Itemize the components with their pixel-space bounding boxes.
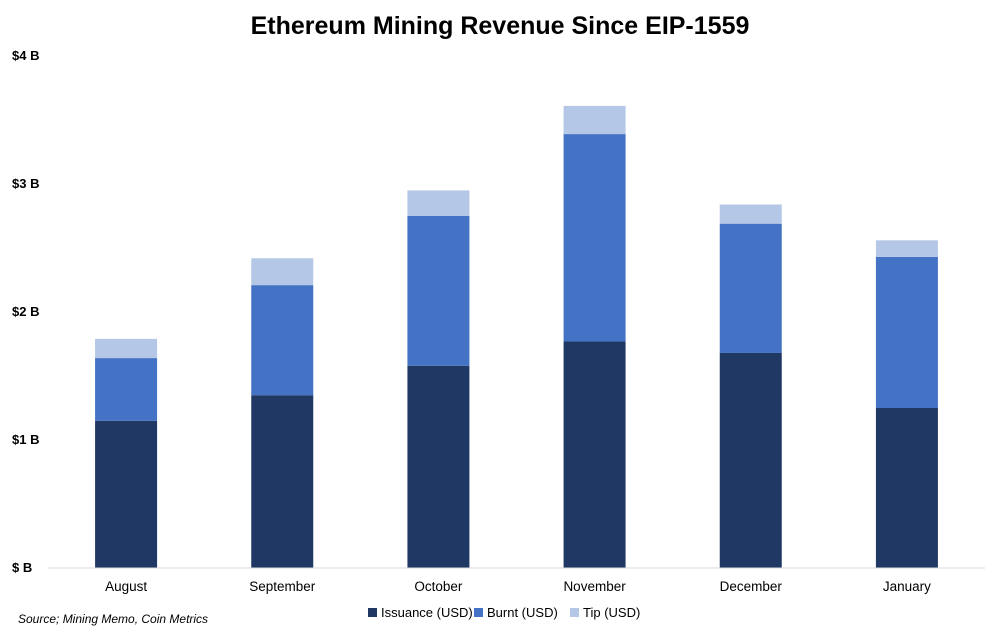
- bar-segment: [875, 408, 938, 568]
- bar-segment: [407, 365, 470, 568]
- bar-segment: [719, 352, 782, 568]
- bar-segment: [251, 258, 314, 286]
- x-tick-label: January: [883, 579, 931, 594]
- y-tick-label: $3 B: [12, 176, 39, 191]
- bar-segment: [251, 395, 314, 568]
- y-axis: $ B $1 B $2 B $3 B $4 B: [12, 48, 39, 575]
- bar-segment: [719, 204, 782, 224]
- bar-segment: [563, 341, 626, 568]
- chart-title: Ethereum Mining Revenue Since EIP-1559: [251, 12, 750, 40]
- y-tick-label: $ B: [12, 560, 32, 575]
- source-note: Source; Mining Memo, Coin Metrics: [18, 612, 208, 626]
- y-tick-label: $4 B: [12, 48, 39, 63]
- legend: Issuance (USD) Burnt (USD) Tip (USD): [368, 605, 640, 620]
- y-tick-label: $2 B: [12, 304, 39, 319]
- legend-swatch: [474, 608, 483, 617]
- legend-swatch: [368, 608, 377, 617]
- legend-label: Burnt (USD): [487, 605, 558, 620]
- bar-segment: [95, 358, 158, 421]
- bar-segment: [563, 134, 626, 342]
- bar-segment: [95, 338, 158, 359]
- bar-segment: [875, 240, 938, 257]
- y-tick-label: $1 B: [12, 432, 39, 447]
- x-axis: August September October November December Ja…: [105, 579, 931, 594]
- x-tick-label: December: [720, 579, 783, 594]
- legend-swatch: [570, 608, 579, 617]
- bar-segment: [719, 223, 782, 353]
- x-tick-label: October: [414, 579, 463, 594]
- bars: [95, 105, 938, 568]
- x-tick-label: August: [105, 579, 147, 594]
- x-tick-label: September: [249, 579, 316, 594]
- x-tick-label: November: [563, 579, 626, 594]
- legend-label: Tip (USD): [583, 605, 640, 620]
- bar-segment: [95, 420, 158, 568]
- bar-segment: [407, 190, 470, 216]
- bar-segment: [563, 105, 626, 135]
- bar-segment: [875, 256, 938, 408]
- bar-segment: [251, 285, 314, 396]
- legend-label: Issuance (USD): [381, 605, 473, 620]
- bar-segment: [407, 216, 470, 366]
